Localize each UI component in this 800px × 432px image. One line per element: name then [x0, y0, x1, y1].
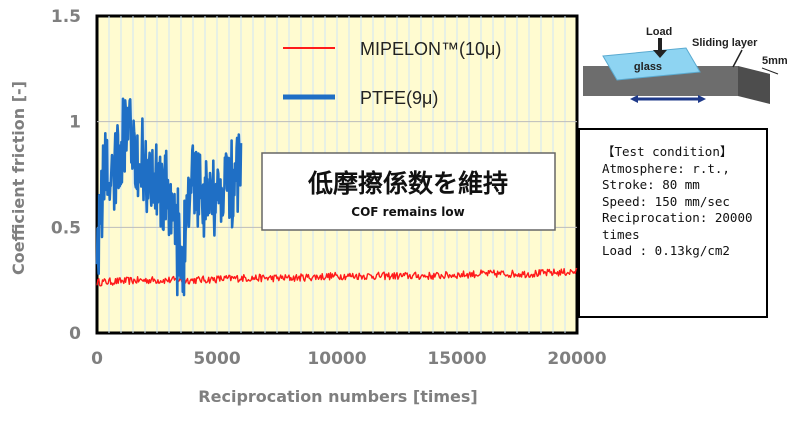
- sliding-layer-arrow: [732, 49, 743, 68]
- legend-label-ptfe: PTFE(9μ): [360, 88, 438, 108]
- test-condition-title: 【Test condition】: [602, 144, 733, 159]
- test-condition-line: Speed: 150 mm/sec: [602, 193, 730, 209]
- y-axis-label: Coefficient friction [-]: [9, 81, 28, 275]
- callout: 低摩擦係数を維持 COF remains low: [261, 152, 556, 231]
- stroke-arrowhead-left: [630, 95, 638, 103]
- series-layer: [95, 97, 578, 297]
- glass-label: glass: [634, 61, 662, 73]
- test-condition-box: 【Test condition】 Atmosphere: r.t., Strok…: [578, 128, 768, 318]
- test-condition-line: Reciprocation: 20000 times: [602, 210, 753, 242]
- x-tick-label: 10000: [307, 349, 366, 369]
- y-tick-label: 0: [69, 324, 81, 344]
- y-tick-label: 0.5: [51, 218, 81, 238]
- test-condition-line: Load : 0.13kg/cm2: [602, 243, 730, 258]
- load-arrowhead: [653, 50, 667, 58]
- test-condition-line: Stroke: 80 mm: [602, 177, 700, 192]
- load-label: Load: [646, 26, 672, 38]
- test-setup-diagram: glass Load Sliding layer 5mm: [583, 26, 788, 104]
- x-tick-label: 15000: [427, 349, 486, 369]
- callout-english: COF remains low: [351, 205, 464, 219]
- stroke-arrowhead-right: [698, 95, 706, 103]
- callout-japanese: 低摩擦係数を維持: [307, 169, 508, 198]
- axis-ticks: 0 5000 10000 15000 20000 0 0.5 1 1.5: [51, 7, 607, 369]
- callout-box: [261, 152, 556, 231]
- y-tick-label: 1.5: [51, 7, 81, 27]
- legend-label-mipelon: MIPELON™(10μ): [360, 39, 501, 59]
- substrate-side: [738, 66, 770, 104]
- legend: MIPELON™(10μ) PTFE(9μ): [283, 39, 501, 108]
- thickness-label: 5mm: [762, 55, 788, 67]
- x-axis-label: Reciprocation numbers [times]: [198, 387, 477, 406]
- x-tick-label: 0: [91, 349, 103, 369]
- series-line-ptfe: [95, 97, 243, 297]
- test-condition-line: Atmosphere: r.t.,: [602, 160, 730, 176]
- x-tick-label: 5000: [193, 349, 240, 369]
- x-tick-label: 20000: [547, 349, 606, 369]
- sliding-layer-label: Sliding layer: [692, 37, 758, 49]
- y-tick-label: 1: [69, 113, 81, 133]
- thickness-marker: [761, 67, 779, 75]
